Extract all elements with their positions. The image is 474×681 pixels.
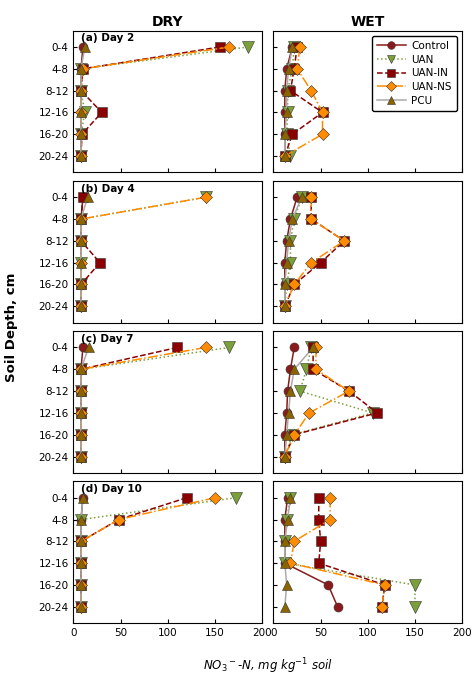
Title: DRY: DRY [152, 16, 183, 29]
Text: (a) Day 2: (a) Day 2 [81, 33, 134, 44]
Text: Soil Depth, cm: Soil Depth, cm [5, 272, 18, 381]
Text: (c) Day 7: (c) Day 7 [81, 334, 134, 344]
Text: (b) Day 4: (b) Day 4 [81, 184, 135, 193]
Legend: Control, UAN, UAN-IN, UAN-NS, PCU: Control, UAN, UAN-IN, UAN-NS, PCU [372, 36, 457, 111]
Title: WET: WET [351, 16, 385, 29]
Text: (d) Day 10: (d) Day 10 [81, 484, 142, 494]
Text: NO$_3$$^-$-N, mg kg$^{-1}$ soil: NO$_3$$^-$-N, mg kg$^{-1}$ soil [203, 656, 333, 676]
